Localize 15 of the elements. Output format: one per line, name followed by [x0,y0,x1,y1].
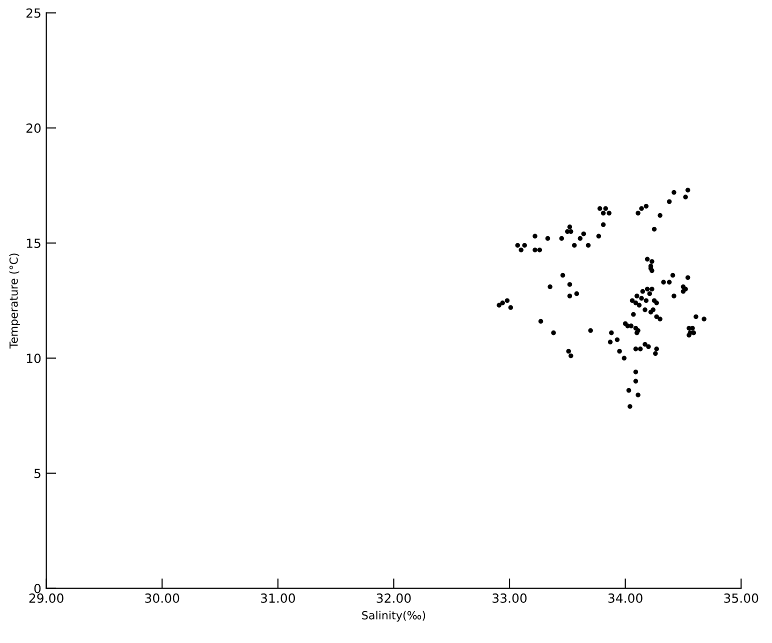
y-tick-label: 20 [26,123,41,133]
y-tick-label: 5 [34,468,40,478]
x-tick-label: 32.00 [376,593,411,603]
y-tick-label: 15 [26,238,40,248]
y-tick-label: 25 [26,8,40,18]
x-axis-title: Salinity(‰) [362,610,426,622]
y-tick-label: 0 [34,584,41,594]
x-tick-label: 31.00 [260,593,295,603]
x-tick-label: 34.00 [608,593,642,603]
y-axis-title: Temperature (°C) [9,254,20,349]
x-tick-label: 29.00 [29,593,64,603]
x-tick-label: 30.00 [145,593,180,603]
y-tick-label: 10 [26,354,41,364]
x-tick-label: 35.00 [724,593,758,603]
x-tick-label: 33.00 [492,593,527,603]
